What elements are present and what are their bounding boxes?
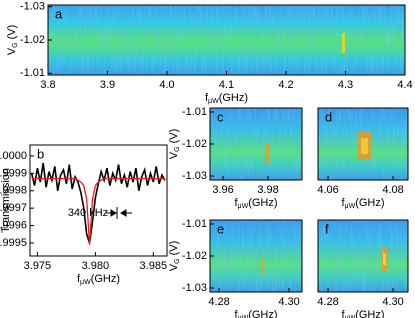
- y-tick-label: -1.02: [20, 34, 45, 46]
- x-tick-label: 4.28: [208, 296, 229, 308]
- panel-label: f: [325, 221, 329, 236]
- x-axis-label-part: f: [234, 309, 238, 318]
- x-tick-label: 4.1: [219, 79, 234, 91]
- y-axis-label-part: V: [6, 47, 18, 55]
- resonance-feature: [266, 144, 269, 164]
- y-axis-label-part: G: [174, 258, 181, 263]
- x-axis-label: fμW(GHz): [77, 273, 120, 286]
- x-tick-label: 4.3: [338, 79, 353, 91]
- heatmap-noise: [48, 5, 405, 75]
- x-tick-label: 4.06: [317, 184, 338, 196]
- panel-label: c: [217, 109, 224, 124]
- x-tick-label: 4.4: [397, 79, 412, 91]
- x-tick-label: 4.08: [382, 184, 403, 196]
- x-axis-label-part: (GHz): [355, 197, 384, 209]
- y-tick-label: 0.9996: [0, 219, 27, 231]
- x-axis-label-part: μW: [238, 315, 249, 318]
- y-tick-label: -1.01: [182, 218, 207, 230]
- x-axis-label-part: μW: [208, 98, 219, 105]
- x-tick-label: 4.30: [278, 296, 299, 308]
- y-tick-label: -1.03: [182, 170, 207, 182]
- x-tick-label: 3.96: [212, 184, 233, 196]
- y-tick-label: 0.9995: [0, 237, 27, 249]
- resonance-feature: [361, 138, 368, 154]
- x-tick-label: 3.9: [100, 79, 115, 91]
- y-axis-label-part: G: [174, 146, 181, 151]
- y-axis-label: VG (V): [6, 25, 19, 56]
- x-tick-label: 4.30: [382, 296, 403, 308]
- x-tick-label: 3.98: [257, 184, 278, 196]
- plot-frame: [317, 219, 409, 293]
- x-tick-label: 4.28: [317, 296, 338, 308]
- panel-label: b: [37, 146, 44, 161]
- y-axis-label-part: (V): [6, 25, 18, 43]
- x-axis-label: fμW(GHz): [205, 92, 248, 105]
- heatmap-noise: [318, 220, 408, 292]
- panel-label: e: [217, 221, 224, 236]
- y-tick-label: 0.9997: [0, 202, 27, 214]
- x-axis-label-part: (GHz): [355, 309, 384, 318]
- x-axis-label: fμW(GHz): [341, 197, 384, 210]
- plot-frame: [317, 107, 409, 181]
- y-axis-label-part: V: [168, 151, 180, 159]
- x-axis-label-part: (GHz): [219, 92, 248, 104]
- y-tick-label: -1.03: [20, 1, 45, 13]
- data-line: [30, 162, 166, 244]
- x-tick-label: 3.8: [40, 79, 55, 91]
- x-tick-label: 3.980: [82, 260, 110, 272]
- y-tick-label: -1.03: [182, 282, 207, 294]
- resonance-feature: [342, 33, 345, 53]
- y-axis-label: VG (V): [168, 241, 181, 272]
- x-tick-label: 3.975: [24, 260, 52, 272]
- y-axis-label-part: G: [12, 42, 19, 47]
- x-axis-label-part: f: [234, 197, 238, 209]
- y-tick-label: -1.02: [182, 138, 207, 150]
- annotation: 340 kHz: [68, 207, 108, 219]
- data-line: [31, 177, 165, 245]
- y-axis-label-part: Transmission: [0, 168, 12, 233]
- y-tick-label: 0.9998: [0, 185, 27, 197]
- x-axis-label-part: f: [205, 92, 209, 104]
- y-axis-label-part: (V): [168, 241, 180, 259]
- resonance-feature: [261, 257, 264, 275]
- x-axis-label-part: (GHz): [248, 309, 277, 318]
- y-tick-label: -1.02: [182, 250, 207, 262]
- x-tick-label: 3.985: [140, 260, 168, 272]
- resonance-feature: [383, 253, 386, 265]
- x-axis-label-part: μW: [80, 279, 91, 286]
- x-tick-label: 4.0: [159, 79, 174, 91]
- x-axis-label-part: f: [77, 273, 81, 285]
- x-axis-label-part: (GHz): [248, 197, 277, 209]
- y-axis-label-part: V: [168, 263, 180, 271]
- y-axis-label-part: (V): [168, 129, 180, 147]
- x-tick-label: 4.2: [278, 79, 293, 91]
- y-tick-label: -1.01: [182, 106, 207, 118]
- y-axis-label: VG (V): [168, 129, 181, 160]
- x-axis-label-part: μW: [345, 315, 356, 318]
- y-axis-label: Transmission: [0, 168, 12, 233]
- x-axis-label: fμW(GHz): [234, 309, 277, 318]
- panel-label: a: [55, 6, 63, 21]
- y-tick-label: -1.01: [20, 67, 45, 79]
- x-axis-label: fμW(GHz): [341, 309, 384, 318]
- x-axis-label-part: f: [341, 197, 345, 209]
- annotation-arrows: [106, 207, 132, 219]
- y-tick-label: 0.9999: [0, 167, 27, 179]
- heatmap-noise: [210, 108, 302, 180]
- heatmap-noise: [210, 220, 302, 292]
- y-tick-label: 1.0000: [0, 150, 27, 162]
- x-axis-label-part: μW: [345, 203, 356, 210]
- x-axis-label: fμW(GHz): [234, 197, 277, 210]
- panel-label: d: [325, 109, 332, 124]
- x-axis-label-part: μW: [238, 203, 249, 210]
- x-axis-label-part: f: [341, 309, 345, 318]
- x-axis-label-part: (GHz): [91, 273, 120, 285]
- plot-frame: [29, 144, 168, 257]
